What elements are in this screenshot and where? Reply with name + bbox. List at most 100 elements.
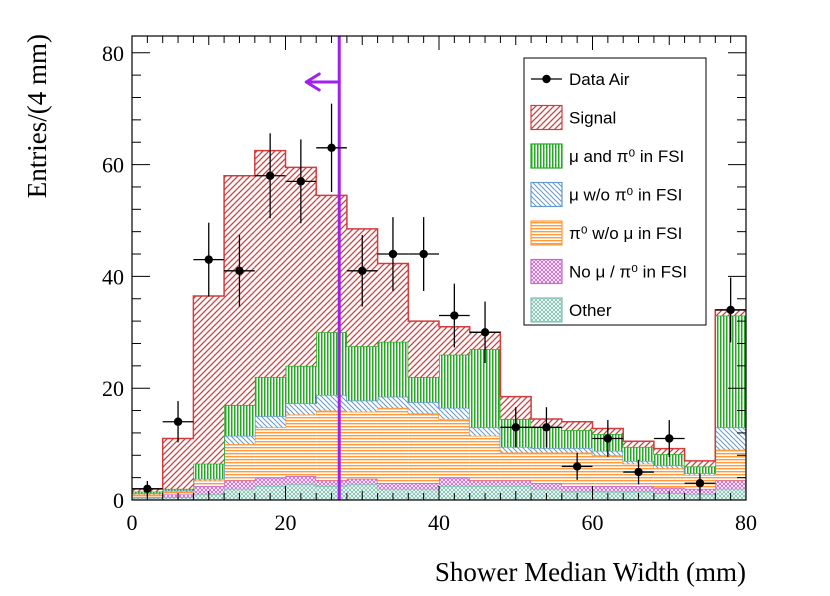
x-tick-label: 60 [582,510,604,535]
legend-item: Other [530,297,612,323]
data-point [531,407,562,448]
bar-pi0-15 [592,455,624,487]
bar-mu-6 [316,394,347,411]
bar-mupi-6 [316,332,347,395]
x-axis-title: Shower Median Width (mm) [435,557,746,587]
bar-pi0-12 [500,452,532,481]
bar-mu-13 [531,448,562,453]
bar-mu-2 [193,478,225,481]
bar-nomu-9 [408,483,439,489]
axis-tick-labels: 0 20 40 60 80 0 20 40 60 80 [102,41,757,535]
bar-pi0-7 [346,411,378,479]
legend-label: μ w/o π⁰ in FSI [569,186,682,205]
x-tick-label: 0 [127,510,138,535]
bar-mu-3 [224,435,255,445]
x-tick-label: 40 [428,510,450,535]
bar-mupi-2 [193,463,225,479]
legend-label: μ and π⁰ in FSI [569,147,684,166]
bar-nomu-6 [316,480,347,487]
outline-signal [132,149,746,490]
bar-mu-10 [439,407,470,419]
bar-nomu-15 [592,486,624,492]
legend-item: Data Air [531,70,630,89]
data-point [132,480,163,497]
legend-label: Other [569,301,612,320]
bar-mupi-5 [285,365,317,404]
x-tick-label: 80 [735,510,757,535]
bar-nomu-11 [469,480,501,487]
bar-mupi-10 [439,354,470,408]
bar-nomu-19 [715,480,746,489]
data-point [162,401,194,443]
bar-mupi-9 [408,377,439,403]
data-point [439,283,470,348]
data-points-layer [132,103,746,497]
bar-nomu-10 [439,477,470,487]
bar-pi0-11 [469,435,501,481]
bar-pi0-6 [316,410,347,481]
legend-label: π⁰ w/o μ in FSI [569,224,682,243]
bar-mupi-1 [162,488,194,491]
legend-item: Signal [530,104,616,131]
legend-item: π⁰ w/o μ in FSI [530,220,682,246]
bar-signal-6 [316,195,347,333]
axis-ticks [131,36,747,501]
bar-mupi-3 [224,404,255,436]
legend-item: μ w/o π⁰ in FSI [530,181,682,208]
bar-signal-2 [193,295,225,464]
bar-nomu-7 [346,478,378,485]
data-point [715,277,746,343]
data-point [469,301,501,364]
bar-mu-8 [377,396,409,408]
bar-mu-4 [254,416,286,428]
bar-mu-12 [500,446,532,453]
y-tick-label: 80 [102,41,124,66]
bar-pi0-17 [653,468,685,488]
bar-nomu-2 [193,486,225,495]
bar-nomu-13 [531,483,562,489]
series-mupi [132,314,746,494]
y-tick-label: 20 [102,376,124,401]
legend-item: μ and π⁰ in FSI [530,143,684,169]
data-point [592,420,624,457]
bar-signal-14 [561,421,593,431]
legend-label: No μ / π⁰ in FSI [569,263,687,282]
y-tick-label: 0 [113,488,124,513]
bar-pi0-13 [531,452,562,484]
bar-nomu-17 [653,487,685,494]
bar-mu-7 [346,400,378,412]
bar-pi0-10 [439,418,470,478]
series-signal [132,149,746,492]
bar-mupi-8 [377,341,409,397]
y-axis-title: Entries/(4 mm) [22,34,52,198]
bar-mupi-7 [346,346,378,401]
bar-mu-5 [285,403,317,415]
data-point [346,235,378,307]
bar-mu-11 [469,427,501,436]
bar-mu-19 [715,427,746,450]
bar-mu-9 [408,402,439,414]
bar-signal-9 [408,321,439,378]
data-point [408,217,439,291]
bar-pi0-2 [193,480,225,487]
data-point [653,420,685,457]
bar-pi0-9 [408,413,439,484]
bar-mupi-16 [623,446,654,461]
data-point [623,459,654,485]
bar-other-5 [285,484,317,500]
legend: Data Air Signal μ and π⁰ in FSI μ w/o π⁰ in… [523,57,707,326]
legend-label: Signal [569,109,616,128]
bar-nomu-12 [500,480,532,487]
bar-nomu-8 [377,483,409,489]
data-point [224,235,255,307]
y-tick-label: 40 [102,264,124,289]
bar-mupi-17 [653,454,685,466]
bar-nomu-4 [254,477,286,487]
legend-label: Data Air [569,70,630,89]
y-tick-label: 60 [102,153,124,178]
bar-mu-17 [653,465,685,469]
bar-signal-18 [684,460,716,467]
bar-nomu-14 [561,486,593,492]
data-point [561,453,593,480]
